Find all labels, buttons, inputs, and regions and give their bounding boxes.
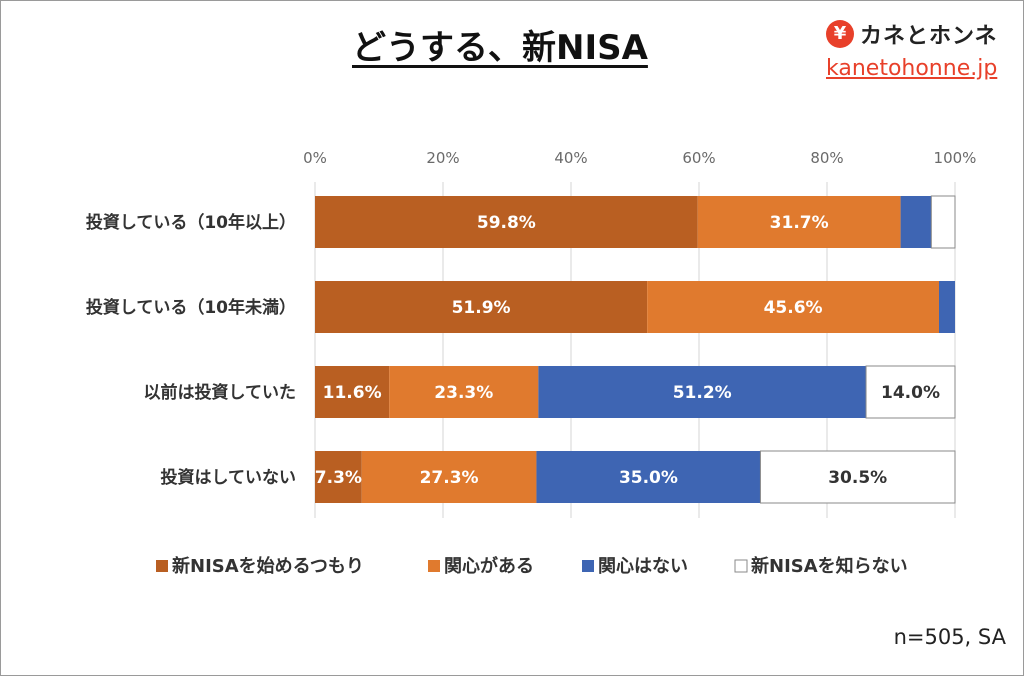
data-label: 31.7% [770, 213, 829, 233]
data-label: 23.3% [434, 383, 493, 403]
x-tick-label: 0% [303, 149, 327, 167]
data-label: 7.3% [315, 468, 362, 488]
legend-swatch [734, 559, 748, 573]
legend-swatch [428, 560, 440, 572]
category-label: 投資している（10年未満） [86, 297, 296, 318]
chart-title: どうする、新NISA [352, 28, 648, 68]
bar-segment [697, 196, 901, 248]
bar-segment [865, 365, 956, 419]
x-tick-label: 20% [426, 149, 459, 167]
sample-size-note: n=505, SA [893, 625, 1006, 649]
legend-label: 関心はない [598, 556, 688, 577]
bar-segment [939, 281, 955, 333]
bar-segment [361, 451, 537, 503]
legend-label: 関心がある [444, 555, 534, 577]
data-label: 59.8% [477, 213, 536, 233]
brand-name: カネとホンネ [860, 24, 998, 49]
bar-segment [389, 366, 539, 418]
legend-label: 新NISAを始めるつもり [172, 555, 364, 577]
data-label: 11.6% [323, 383, 382, 403]
bar-segment [315, 366, 390, 418]
brand-logo[interactable]: ¥ カネとホンネ kanetohonne.jp [826, 16, 1016, 86]
x-tick-label: 40% [554, 149, 587, 167]
data-label: 51.2% [673, 383, 732, 403]
data-label: 27.3% [420, 468, 479, 488]
bar-segment [930, 195, 956, 249]
bar-segment [536, 451, 761, 503]
legend-label: 新NISAを知らない [751, 555, 908, 577]
data-label: 30.5% [828, 468, 887, 488]
bar-segment [315, 196, 698, 248]
bar-segment [315, 281, 648, 333]
x-tick-label: 80% [810, 149, 843, 167]
bar-segment [538, 366, 867, 418]
bar-segment [900, 196, 932, 248]
bar-segment [315, 451, 362, 503]
category-label: 以前は投資していた [144, 382, 297, 403]
data-label: 45.6% [764, 298, 823, 318]
data-label: 14.0% [881, 383, 940, 403]
legend-swatch [582, 560, 594, 572]
x-tick-label: 60% [682, 149, 715, 167]
legend-swatch [156, 560, 168, 572]
x-tick-label: 100% [934, 149, 977, 167]
brand-url-link[interactable]: kanetohonne.jp [826, 56, 998, 81]
data-label: 51.9% [452, 298, 511, 318]
data-label: 35.0% [619, 468, 678, 488]
bar-segment [759, 450, 956, 504]
category-label: 投資はしていない [161, 467, 297, 488]
category-label: 投資している（10年以上） [86, 212, 296, 233]
yen-icon: ¥ [826, 20, 854, 48]
bar-segment [647, 281, 939, 333]
